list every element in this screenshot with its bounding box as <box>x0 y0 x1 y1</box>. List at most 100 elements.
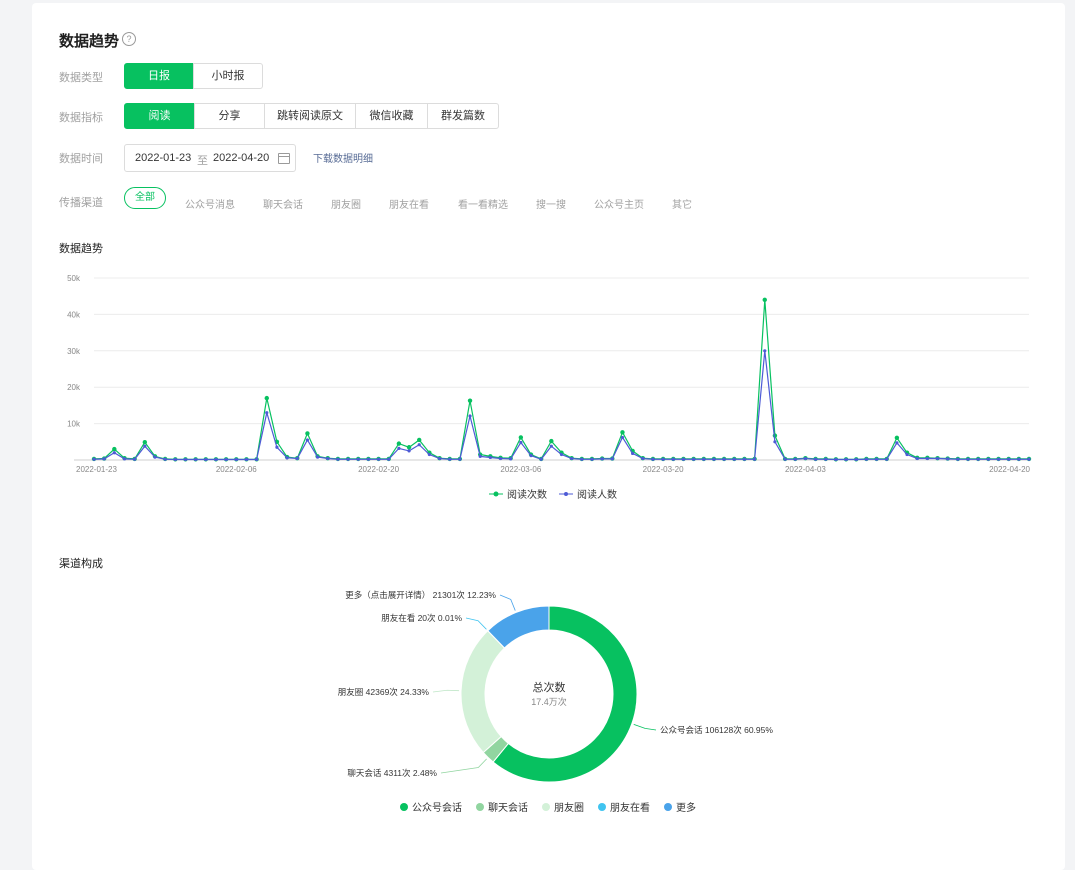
legend-read-count[interactable]: 阅读次数 <box>507 490 547 501</box>
data-point[interactable] <box>519 440 523 445</box>
help-icon[interactable]: ? <box>122 32 136 46</box>
data-point[interactable] <box>631 451 635 456</box>
data-point[interactable] <box>894 435 900 440</box>
data-point[interactable] <box>214 457 218 462</box>
data-point[interactable] <box>946 457 950 461</box>
data-point[interactable] <box>336 457 340 461</box>
legend-reader-count[interactable]: 阅读人数 <box>577 490 617 501</box>
data-point[interactable] <box>1007 457 1011 461</box>
metric-mass-send-button[interactable]: 群发篇数 <box>427 103 499 129</box>
data-point[interactable] <box>163 457 167 461</box>
data-point[interactable] <box>966 457 970 461</box>
channel-other[interactable]: 其它 <box>672 200 692 211</box>
data-point[interactable] <box>468 414 472 418</box>
legend-item-moments[interactable]: 朋友圈 <box>554 803 584 814</box>
data-point[interactable] <box>194 457 198 462</box>
data-point[interactable] <box>142 439 148 445</box>
data-point[interactable] <box>244 457 249 462</box>
data-point[interactable] <box>986 457 990 461</box>
data-point[interactable] <box>651 457 655 461</box>
data-point[interactable] <box>427 452 431 457</box>
data-point[interactable] <box>559 452 564 457</box>
data-point[interactable] <box>763 349 767 353</box>
data-point[interactable] <box>895 441 899 445</box>
data-point[interactable] <box>702 457 706 461</box>
data-point[interactable] <box>570 456 574 461</box>
donut-slice[interactable] <box>487 605 550 649</box>
data-point[interactable] <box>478 454 482 458</box>
data-point[interactable] <box>234 457 238 462</box>
data-point[interactable] <box>204 457 208 462</box>
data-point[interactable] <box>1027 457 1031 461</box>
metric-share-button[interactable]: 分享 <box>194 103 265 129</box>
data-point[interactable] <box>773 440 777 444</box>
data-point[interactable] <box>315 455 320 459</box>
data-point[interactable] <box>752 457 757 461</box>
hourly-report-button[interactable]: 小时报 <box>193 63 263 89</box>
data-point[interactable] <box>102 457 106 461</box>
data-point[interactable] <box>641 456 645 461</box>
data-point[interactable] <box>590 457 594 461</box>
data-point[interactable] <box>996 457 1001 461</box>
channel-moments[interactable]: 朋友圈 <box>331 200 361 211</box>
legend-item-more[interactable]: 更多 <box>676 803 696 814</box>
data-point[interactable] <box>417 437 422 443</box>
data-point[interactable] <box>549 438 554 444</box>
data-point[interactable] <box>722 457 726 461</box>
data-point[interactable] <box>905 452 909 457</box>
data-point[interactable] <box>844 457 848 462</box>
data-point[interactable] <box>376 457 381 461</box>
data-point[interactable] <box>692 457 696 461</box>
channel-official-message[interactable]: 公众号消息 <box>185 200 235 211</box>
data-point[interactable] <box>275 445 279 449</box>
data-point[interactable] <box>925 456 929 461</box>
data-point[interactable] <box>448 457 452 461</box>
donut-slice[interactable] <box>492 605 638 783</box>
data-point[interactable] <box>285 456 289 460</box>
data-point[interactable] <box>762 297 767 303</box>
data-point[interactable] <box>173 457 177 462</box>
data-point[interactable] <box>1017 457 1021 461</box>
data-point[interactable] <box>620 435 625 440</box>
data-point[interactable] <box>885 457 889 461</box>
data-point[interactable] <box>406 445 412 450</box>
data-point[interactable] <box>783 457 787 461</box>
data-point[interactable] <box>742 457 747 461</box>
data-point[interactable] <box>122 457 127 461</box>
data-point[interactable] <box>407 449 411 453</box>
data-point[interactable] <box>793 457 797 461</box>
metric-read-button[interactable]: 阅读 <box>124 103 195 129</box>
data-point[interactable] <box>458 457 462 461</box>
data-point[interactable] <box>387 457 391 461</box>
data-point[interactable] <box>813 457 818 461</box>
data-point[interactable] <box>397 446 401 450</box>
data-point[interactable] <box>437 456 442 461</box>
data-point[interactable] <box>834 457 838 462</box>
data-point[interactable] <box>326 456 330 461</box>
data-point[interactable] <box>396 441 402 446</box>
data-point[interactable] <box>366 457 371 461</box>
data-point[interactable] <box>864 457 868 461</box>
data-point[interactable] <box>467 398 473 403</box>
data-point[interactable] <box>976 457 980 461</box>
data-point[interactable] <box>183 457 188 462</box>
data-point[interactable] <box>915 456 919 461</box>
data-point[interactable] <box>265 411 269 415</box>
data-point[interactable] <box>610 457 614 461</box>
data-point[interactable] <box>305 438 310 442</box>
channel-friends-watching[interactable]: 朋友在看 <box>389 200 429 211</box>
channel-all[interactable]: 全部 <box>124 187 166 209</box>
daily-report-button[interactable]: 日报 <box>124 63 194 89</box>
data-point[interactable] <box>518 435 524 440</box>
data-point[interactable] <box>600 457 604 461</box>
data-point[interactable] <box>133 457 137 461</box>
legend-item-friends-watching[interactable]: 朋友在看 <box>610 803 650 814</box>
data-point[interactable] <box>112 451 116 455</box>
data-point[interactable] <box>488 455 492 460</box>
data-point[interactable] <box>935 456 940 461</box>
slice-label[interactable]: 更多（点击展开详情） 21301次 12.23% <box>345 590 496 600</box>
donut-slice[interactable] <box>460 630 506 754</box>
channel-search[interactable]: 搜一搜 <box>536 200 566 211</box>
data-point[interactable] <box>956 457 960 461</box>
legend-item-chat-session[interactable]: 聊天会话 <box>488 803 528 814</box>
